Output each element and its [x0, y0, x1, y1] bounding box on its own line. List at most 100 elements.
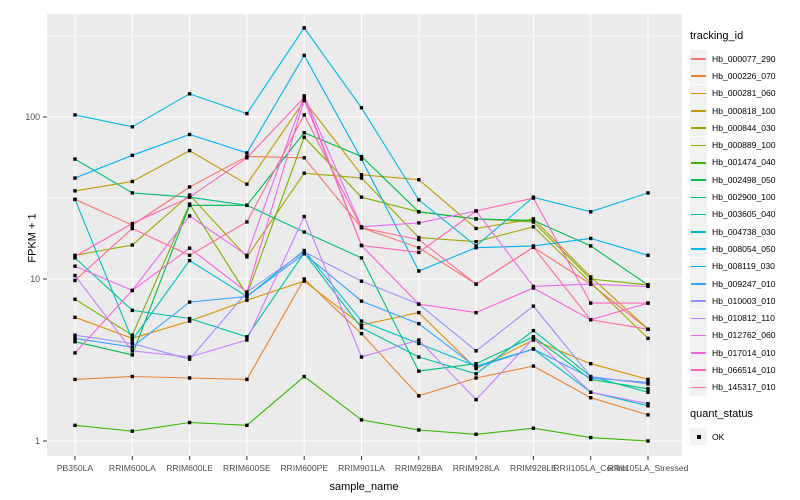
- data-point: [245, 203, 249, 208]
- data-point: [646, 387, 650, 391]
- y-tick-label: 1: [35, 436, 40, 446]
- legend-entry-Hb_003605_040: Hb_003605_040: [690, 205, 800, 223]
- legend-line-swatch: [691, 352, 706, 354]
- data-point: [73, 278, 77, 283]
- data-point: [73, 264, 77, 268]
- legend-key: [690, 205, 707, 223]
- data-point: [646, 336, 650, 341]
- data-point: [302, 135, 306, 139]
- data-point: [73, 197, 77, 202]
- x-tick-label: RRII105LA_Control: [553, 463, 628, 473]
- data-point: [531, 286, 536, 290]
- legend-entry-label: Hb_004738_030: [712, 226, 776, 237]
- data-point: [245, 220, 249, 224]
- data-point: [359, 243, 364, 248]
- legend-entry-label: Hb_010003_010: [712, 295, 776, 306]
- legend: tracking_id Hb_000077_290 Hb_000226_070 Hb…: [690, 30, 800, 446]
- legend-entry-Hb_004738_030: Hb_004738_030: [690, 223, 800, 241]
- data-point: [474, 397, 478, 402]
- data-point: [187, 92, 192, 96]
- legend-key: [690, 153, 707, 171]
- data-point: [474, 372, 478, 376]
- data-point: [245, 151, 249, 155]
- data-point: [417, 310, 421, 315]
- data-point: [531, 336, 536, 341]
- data-point: [130, 179, 134, 184]
- data-point: [302, 374, 306, 379]
- data-point: [187, 203, 192, 208]
- legend-entry-label: Hb_000818_100: [712, 105, 776, 116]
- data-point: [359, 331, 364, 336]
- data-point: [589, 275, 593, 279]
- legend-entry-Hb_000889_100: Hb_000889_100: [690, 136, 800, 154]
- data-point: [130, 429, 134, 433]
- data-point: [130, 288, 134, 293]
- quant-ok-key: [690, 428, 707, 446]
- data-point: [130, 349, 134, 353]
- legend-entry-label: Hb_000226_070: [712, 70, 776, 81]
- panel-background: [47, 14, 682, 456]
- legend-entry-Hb_012762_060: Hb_012762_060: [690, 326, 800, 344]
- data-point: [359, 418, 364, 422]
- data-point: [187, 132, 192, 137]
- legend-key: [690, 188, 707, 206]
- legend-key: [690, 309, 707, 327]
- data-point: [417, 250, 421, 255]
- data-point: [73, 377, 77, 382]
- data-point: [73, 176, 77, 180]
- legend-key: [690, 257, 707, 275]
- data-point: [417, 394, 421, 398]
- x-tick-label: RRIM928LA: [453, 463, 500, 473]
- x-tick-label: RRIM600LE: [166, 463, 213, 473]
- data-point: [302, 214, 306, 219]
- legend-entry-label: Hb_000077_290: [712, 53, 776, 64]
- legend-entry-label: Hb_008054_050: [712, 243, 776, 254]
- data-point: [302, 97, 306, 102]
- data-point: [646, 401, 650, 406]
- data-point: [646, 327, 650, 331]
- data-point: [417, 235, 421, 240]
- legend-entry-Hb_010003_010: Hb_010003_010: [690, 292, 800, 310]
- data-point: [359, 154, 364, 159]
- y-axis-title: FPKM + 1: [26, 213, 39, 263]
- data-point: [302, 53, 306, 58]
- data-point: [359, 326, 364, 330]
- data-point: [646, 284, 650, 289]
- quant-status-legend: quant_status OK: [690, 408, 800, 446]
- legend-line-swatch: [691, 161, 706, 164]
- data-point: [187, 193, 192, 197]
- legend-key: [690, 119, 707, 137]
- data-point: [245, 423, 249, 428]
- x-tick-label: RRIM600PE: [280, 463, 328, 473]
- data-point: [130, 341, 134, 346]
- data-point: [417, 428, 421, 432]
- data-point: [302, 26, 306, 30]
- legend-key: [690, 361, 707, 379]
- legend-entry-Hb_010812_110: Hb_010812_110: [690, 309, 800, 327]
- data-point: [474, 282, 478, 286]
- data-point: [73, 254, 77, 259]
- data-point: [73, 423, 77, 428]
- data-point: [417, 355, 421, 359]
- legend-entry-label: Hb_012762_060: [712, 330, 776, 341]
- data-point: [245, 290, 249, 294]
- legend-key: [690, 171, 707, 189]
- data-point: [417, 321, 421, 326]
- data-point: [73, 157, 77, 161]
- x-tick-label: RRIM928LE: [510, 463, 557, 473]
- data-point: [417, 210, 421, 214]
- legend-entry-Hb_002498_050: Hb_002498_050: [690, 171, 800, 189]
- legend-entry-Hb_000844_030: Hb_000844_030: [690, 119, 800, 137]
- data-point: [531, 225, 536, 229]
- legend-line-swatch: [691, 58, 706, 60]
- data-point: [646, 390, 650, 394]
- data-point: [302, 95, 306, 100]
- legend-line-swatch: [691, 334, 706, 337]
- data-point: [187, 214, 192, 218]
- data-point: [187, 376, 192, 380]
- data-point: [589, 210, 593, 214]
- data-point: [589, 244, 593, 248]
- data-point: [474, 376, 478, 380]
- legend-line-swatch: [691, 110, 706, 112]
